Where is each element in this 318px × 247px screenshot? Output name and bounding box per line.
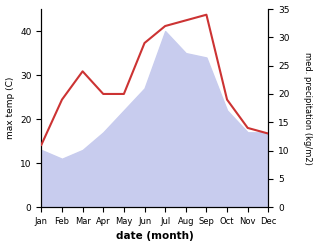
Y-axis label: max temp (C): max temp (C) [5,77,15,139]
Y-axis label: med. precipitation (kg/m2): med. precipitation (kg/m2) [303,52,313,165]
X-axis label: date (month): date (month) [116,231,194,242]
